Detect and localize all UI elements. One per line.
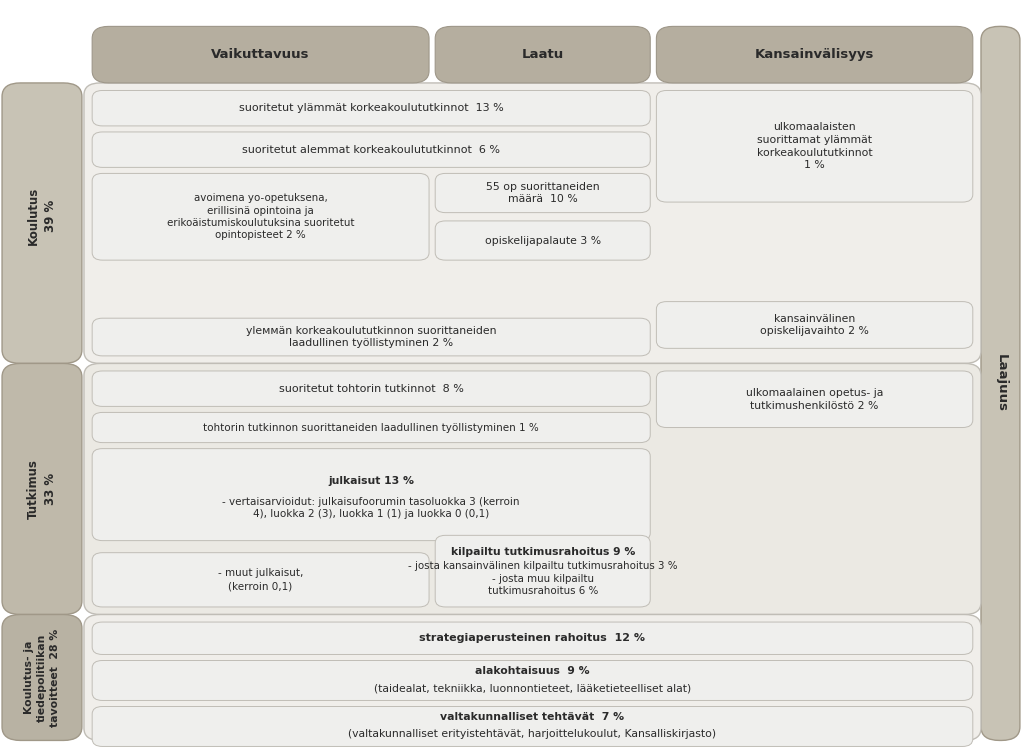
Text: tohtorin tutkinnon suorittaneiden laadullinen työllistyminen 1 %: tohtorin tutkinnon suorittaneiden laadul… <box>204 422 539 433</box>
FancyBboxPatch shape <box>981 26 1020 740</box>
Text: - josta kansainvälinen kilpailtu tutkimusrahoitus 3 %
- josta muu kilpailtu
tutk: - josta kansainvälinen kilpailtu tutkimu… <box>408 561 678 596</box>
Text: kansainvälinen
opiskelijavaihto 2 %: kansainvälinen opiskelijavaihto 2 % <box>760 314 869 336</box>
Text: opiskelijapalaute 3 %: opiskelijapalaute 3 % <box>484 235 601 246</box>
FancyBboxPatch shape <box>656 302 973 348</box>
FancyBboxPatch shape <box>92 132 650 167</box>
FancyBboxPatch shape <box>2 363 82 615</box>
FancyBboxPatch shape <box>656 90 973 202</box>
FancyBboxPatch shape <box>92 706 973 746</box>
Text: avoimena yo-opetuksena,
erillisinä opintoina ja
erikoäistumiskoulutuksina suorit: avoimena yo-opetuksena, erillisinä opint… <box>167 193 354 241</box>
FancyBboxPatch shape <box>656 26 973 83</box>
FancyBboxPatch shape <box>92 622 973 654</box>
Text: valtakunnalliset tehtävät  7 %: valtakunnalliset tehtävät 7 % <box>440 712 625 722</box>
Text: Laajuus: Laajuus <box>995 354 1008 412</box>
Text: ylеммän korkeakoulututkinnon suorittaneiden
laadullinen työllistyminen 2 %: ylеммän korkeakoulututkinnon suorittanei… <box>246 326 497 348</box>
FancyBboxPatch shape <box>92 412 650 443</box>
Text: julkaisut 13 %: julkaisut 13 % <box>329 476 414 486</box>
FancyBboxPatch shape <box>92 318 650 356</box>
Text: ulkomaalainen opetus- ja
tutkimushenkilöstö 2 %: ulkomaalainen opetus- ja tutkimushenkilö… <box>745 388 884 411</box>
Text: suoritetut ylämmät korkeakoulututkinnot  13 %: suoritetut ylämmät korkeakoulututkinnot … <box>239 103 504 113</box>
Text: Kansainvälisyys: Kansainvälisyys <box>755 48 874 61</box>
FancyBboxPatch shape <box>92 661 973 700</box>
Text: alakohtaisuus  9 %: alakohtaisuus 9 % <box>475 666 590 676</box>
Text: Koulutus
39 %: Koulutus 39 % <box>27 186 57 245</box>
Text: Vaikuttavuus: Vaikuttavuus <box>211 48 310 61</box>
Text: ulkomaalaisten
suorittamat ylämmät
korkeakoulututkinnot
1 %: ulkomaalaisten suorittamat ylämmät korke… <box>757 122 872 170</box>
FancyBboxPatch shape <box>435 535 650 607</box>
Text: - muut julkaisut,
(kerroin 0,1): - muut julkaisut, (kerroin 0,1) <box>218 569 303 591</box>
Text: (taidealat, tekniikka, luonnontieteet, lääketieteelliset alat): (taidealat, tekniikka, luonnontieteet, l… <box>374 683 691 693</box>
Text: kilpailtu tutkimusrahoitus 9 %: kilpailtu tutkimusrahoitus 9 % <box>451 547 635 557</box>
Text: suoritetut alemmat korkeakoulututkinnot  6 %: suoritetut alemmat korkeakoulututkinnot … <box>243 145 500 155</box>
FancyBboxPatch shape <box>656 371 973 428</box>
FancyBboxPatch shape <box>92 26 429 83</box>
FancyBboxPatch shape <box>84 615 981 740</box>
FancyBboxPatch shape <box>84 83 981 363</box>
FancyBboxPatch shape <box>84 363 981 615</box>
FancyBboxPatch shape <box>435 26 650 83</box>
FancyBboxPatch shape <box>92 449 650 541</box>
FancyBboxPatch shape <box>2 83 82 363</box>
FancyBboxPatch shape <box>92 553 429 607</box>
Text: 55 op suorittaneiden
määrä  10 %: 55 op suorittaneiden määrä 10 % <box>486 182 599 204</box>
Text: Laatu: Laatu <box>521 48 564 61</box>
Text: (valtakunnalliset erityistehtävät, harjoittelukoulut, Kansalliskirjasto): (valtakunnalliset erityistehtävät, harjo… <box>348 729 717 739</box>
FancyBboxPatch shape <box>2 615 82 740</box>
Text: Koulutus- ja
tiedepolitiikan
tavoitteet  28 %: Koulutus- ja tiedepolitiikan tavoitteet … <box>24 628 60 727</box>
FancyBboxPatch shape <box>92 90 650 126</box>
Text: Tutkimus
33 %: Tutkimus 33 % <box>27 459 57 519</box>
FancyBboxPatch shape <box>435 173 650 213</box>
FancyBboxPatch shape <box>435 221 650 260</box>
FancyBboxPatch shape <box>92 173 429 260</box>
Text: - vertaisarvioidut: julkaisufoorumin tasoluokka 3 (kerroin
4), luokka 2 (3), luo: - vertaisarvioidut: julkaisufoorumin tas… <box>222 497 520 520</box>
FancyBboxPatch shape <box>92 371 650 406</box>
Text: strategiaperusteinen rahoitus  12 %: strategiaperusteinen rahoitus 12 % <box>420 633 645 643</box>
Text: suoritetut tohtorin tutkinnot  8 %: suoritetut tohtorin tutkinnot 8 % <box>279 384 464 394</box>
